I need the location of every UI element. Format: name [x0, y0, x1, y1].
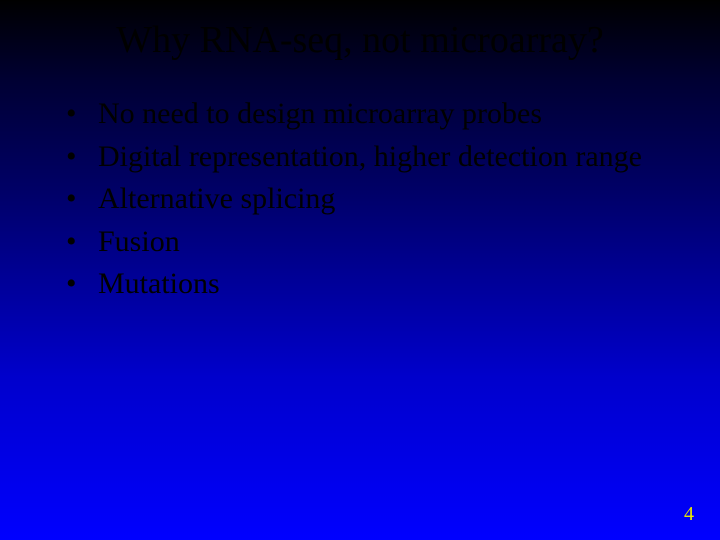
list-item: No need to design microarray probes — [60, 94, 660, 135]
list-item: Digital representation, higher detection… — [60, 137, 660, 178]
list-item: Fusion — [60, 222, 660, 263]
bullet-list: No need to design microarray probes Digi… — [60, 94, 660, 305]
page-number: 4 — [684, 503, 694, 526]
slide-title: Why RNA-seq, not microarray? — [0, 0, 720, 62]
slide-body: No need to design microarray probes Digi… — [0, 62, 720, 305]
list-item: Mutations — [60, 264, 660, 305]
list-item: Alternative splicing — [60, 179, 660, 220]
slide: Why RNA-seq, not microarray? No need to … — [0, 0, 720, 540]
